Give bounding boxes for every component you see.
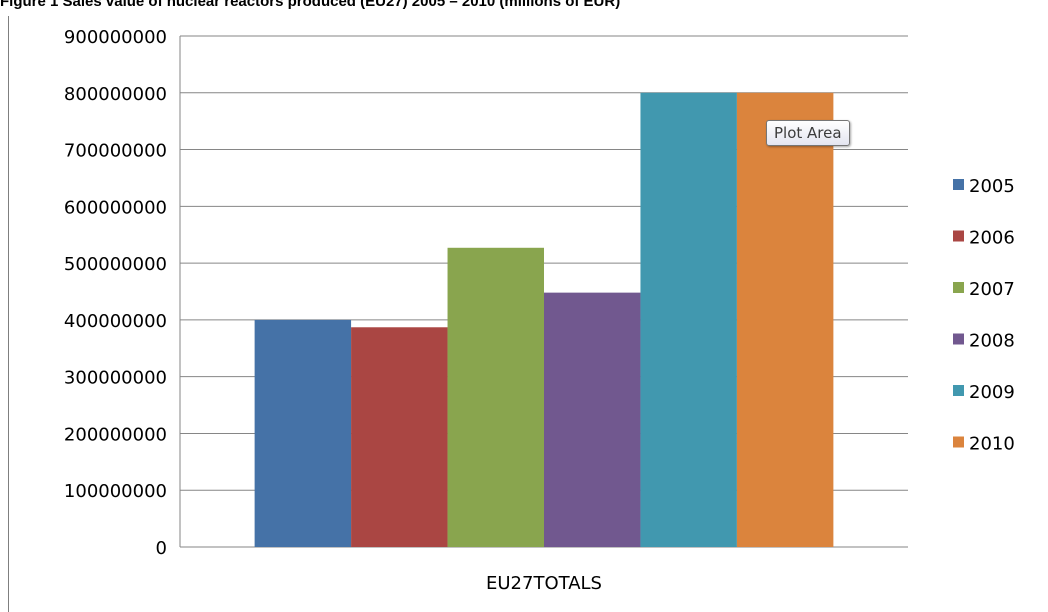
legend-swatch xyxy=(953,282,964,293)
legend-swatch xyxy=(953,436,964,448)
legend-item-2008[interactable]: 2008 xyxy=(953,331,1015,352)
x-axis-tick-labels: EU27TOTALS xyxy=(486,573,602,594)
bar-2008[interactable] xyxy=(544,292,641,547)
plot-area[interactable] xyxy=(254,92,834,548)
legend-label: 2006 xyxy=(969,228,1015,249)
y-tick-label: 500000000 xyxy=(64,254,167,275)
legend-label: 2010 xyxy=(969,434,1015,455)
legend-item-2006[interactable]: 2006 xyxy=(953,228,1015,249)
y-tick-label: 900000000 xyxy=(64,27,167,48)
y-tick-label: 400000000 xyxy=(64,311,167,332)
legend-label: 2007 xyxy=(969,279,1015,300)
bar-2006[interactable] xyxy=(351,327,448,547)
legend-item-2010[interactable]: 2010 xyxy=(953,434,1015,455)
legend-label: 2005 xyxy=(969,176,1015,197)
figure-title: Figure 1 Sales value of nuclear reactors… xyxy=(0,0,621,10)
y-tick-label: 300000000 xyxy=(64,368,167,389)
legend-swatch xyxy=(953,230,964,242)
legend-swatch xyxy=(953,179,964,190)
legend[interactable]: 2005 2006 2007 2008 2009 2010 xyxy=(953,176,1015,455)
legend-item-2005[interactable]: 2005 xyxy=(953,176,1015,197)
bar-2009[interactable] xyxy=(640,92,737,548)
legend-item-2007[interactable]: 2007 xyxy=(953,279,1015,300)
legend-swatch xyxy=(953,385,964,396)
y-tick-label: 200000000 xyxy=(64,424,167,445)
legend-swatch xyxy=(953,333,964,345)
y-tick-label: 0 xyxy=(156,538,167,559)
y-tick-label: 600000000 xyxy=(64,197,167,218)
y-axis-tick-labels: 0 100000000 200000000 300000000 400000000 500… xyxy=(64,27,167,559)
plot-area-tooltip: Plot Area xyxy=(766,120,850,146)
bar-2007[interactable] xyxy=(447,247,544,547)
y-tick-label: 100000000 xyxy=(64,481,167,502)
legend-label: 2008 xyxy=(969,331,1015,352)
x-tick-label: EU27TOTALS xyxy=(486,573,602,594)
y-tick-label: 800000000 xyxy=(64,84,167,105)
legend-label: 2009 xyxy=(969,382,1015,403)
legend-item-2009[interactable]: 2009 xyxy=(953,382,1015,403)
bar-2010[interactable] xyxy=(736,92,834,548)
y-tick-label: 700000000 xyxy=(64,141,167,162)
left-border-line xyxy=(8,16,9,612)
bar-2005[interactable] xyxy=(254,319,352,547)
